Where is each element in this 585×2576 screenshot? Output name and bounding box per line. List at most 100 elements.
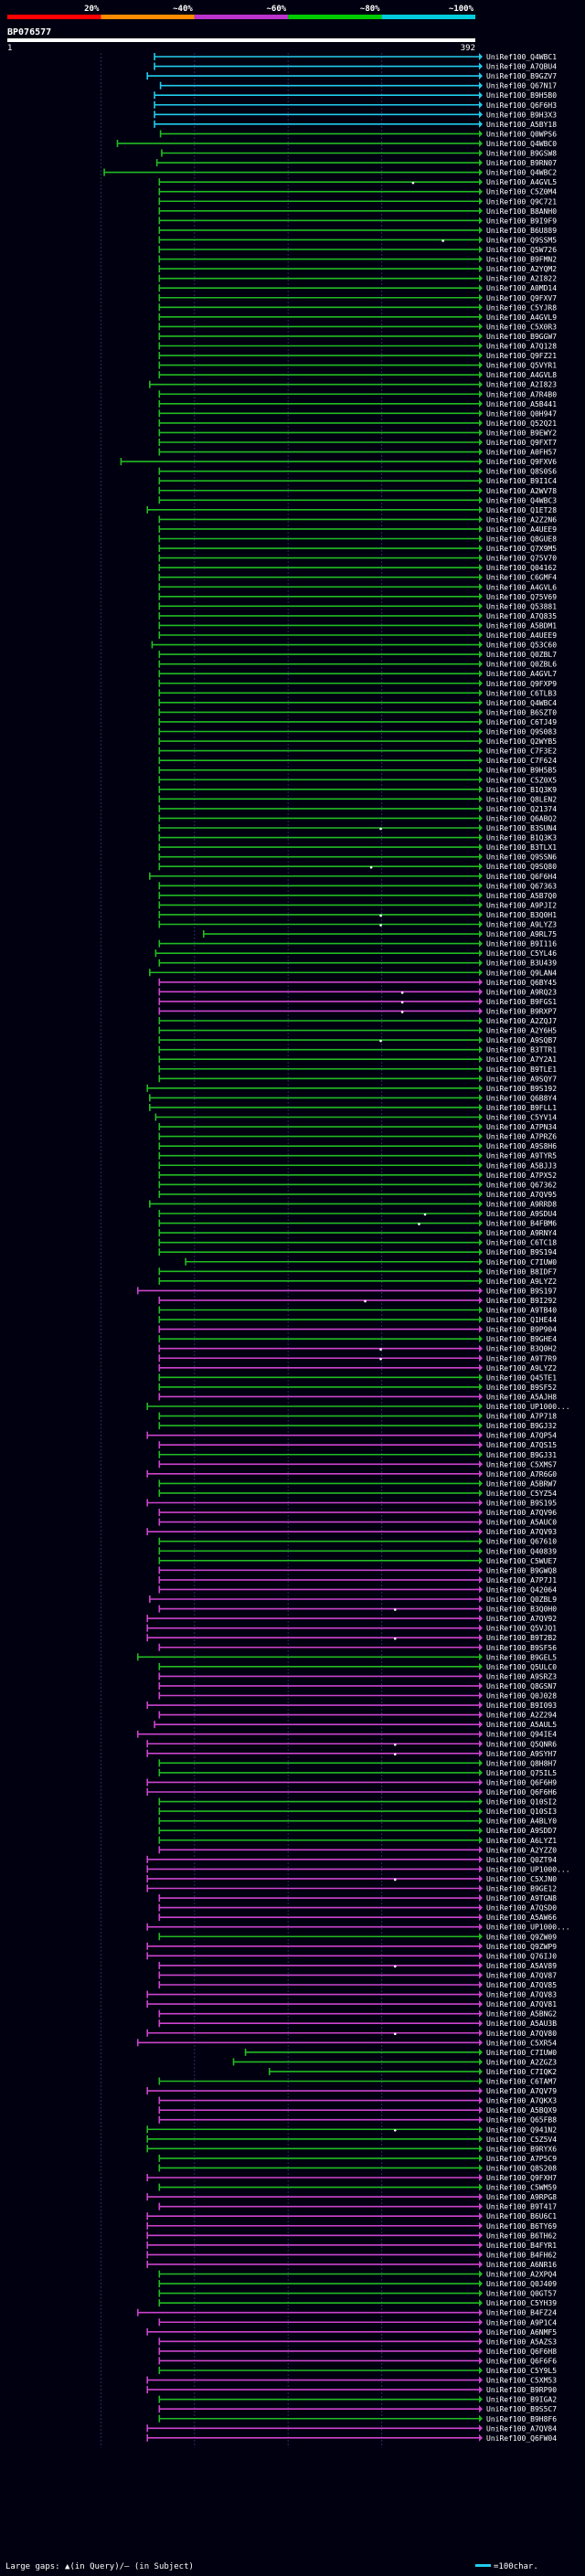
hit-id-label[interactable]: UniRef100_C7IUW0 xyxy=(486,2049,557,2057)
hit-row[interactable]: UniRef100_A7PRZ6 xyxy=(158,1132,557,1141)
hit-row[interactable]: UniRef100_Q6F6H3 xyxy=(154,101,557,110)
hit-row[interactable]: UniRef100_B9IGA2 xyxy=(158,2395,557,2404)
hit-id-label[interactable]: UniRef100_B9FMN2 xyxy=(486,256,557,264)
hit-id-label[interactable]: UniRef100_A7Q128 xyxy=(486,343,557,351)
hit-id-label[interactable]: UniRef100_A6LYZ1 xyxy=(486,1837,557,1845)
hit-id-label[interactable]: UniRef100_Q75IL5 xyxy=(486,1769,557,1777)
hit-id-label[interactable]: UniRef100_B9I093 xyxy=(486,1701,557,1710)
hit-row[interactable]: UniRef100_A2YQM2 xyxy=(158,265,557,273)
hit-id-label[interactable]: UniRef100_UP1000... xyxy=(486,1924,570,1932)
hit-row[interactable]: UniRef100_Q5W726 xyxy=(158,246,557,254)
hit-row[interactable]: UniRef100_C6TLB3 xyxy=(158,689,557,697)
hit-id-label[interactable]: UniRef100_B9RXP7 xyxy=(486,1007,557,1015)
hit-row[interactable]: UniRef100_B3Q0H2 xyxy=(158,1344,557,1353)
hit-id-label[interactable]: UniRef100_A9P1C4 xyxy=(486,2318,557,2327)
hit-row[interactable]: UniRef100_Q10SI2 xyxy=(158,1797,557,1807)
hit-row[interactable]: UniRef100_A9SDD7 xyxy=(158,1827,557,1835)
hit-row[interactable]: UniRef100_Q6ABQ2 xyxy=(158,814,557,822)
hit-id-label[interactable]: UniRef100_Q9SSM5 xyxy=(486,236,557,244)
hit-id-label[interactable]: UniRef100_A7QS15 xyxy=(486,1441,557,1449)
hit-id-label[interactable]: UniRef100_B9GJ31 xyxy=(486,1451,557,1459)
hit-id-label[interactable]: UniRef100_A9RRD8 xyxy=(486,1200,557,1208)
hit-id-label[interactable]: UniRef100_A5B441 xyxy=(486,400,557,408)
hit-row[interactable]: UniRef100_C5XM53 xyxy=(146,2376,557,2385)
hit-id-label[interactable]: UniRef100_Q52Q21 xyxy=(486,419,557,428)
hit-row[interactable]: UniRef100_A9TB40 xyxy=(158,1306,557,1315)
hit-id-label[interactable]: UniRef100_B3Q0H0 xyxy=(486,1606,557,1614)
hit-id-label[interactable]: UniRef100_A7QV83 xyxy=(486,1991,557,1999)
hit-id-label[interactable]: UniRef100_A9SYH7 xyxy=(486,1750,557,1758)
hit-row[interactable]: UniRef100_A7QSD0 xyxy=(158,1903,557,1913)
hit-row[interactable]: UniRef100_Q9LAN4 xyxy=(149,969,557,977)
hit-id-label[interactable]: UniRef100_Q8S0S6 xyxy=(486,468,557,476)
hit-row[interactable]: UniRef100_B6TH62 xyxy=(146,2231,557,2240)
hit-row[interactable]: UniRef100_C5X0R3 xyxy=(158,323,557,331)
hit-row[interactable]: UniRef100_A5AV89 xyxy=(158,1961,557,1970)
hit-id-label[interactable]: UniRef100_B9SF56 xyxy=(486,1644,557,1652)
hit-row[interactable]: UniRef100_UP1000... xyxy=(146,1865,570,1873)
hit-id-label[interactable]: UniRef100_B9H5B0 xyxy=(486,91,557,100)
hit-row[interactable]: UniRef100_Q9FXV7 xyxy=(158,293,557,302)
hit-id-label[interactable]: UniRef100_A4GVL8 xyxy=(486,371,557,379)
hit-id-label[interactable]: UniRef100_C5WM59 xyxy=(486,2184,557,2192)
hit-id-label[interactable]: UniRef100_A7QV96 xyxy=(486,1509,557,1517)
hit-id-label[interactable]: UniRef100_A5AV89 xyxy=(486,1962,557,1970)
hit-id-label[interactable]: UniRef100_Q6B8Y4 xyxy=(486,1094,557,1102)
hit-id-label[interactable]: UniRef100_B9FLL1 xyxy=(486,1104,557,1112)
hit-id-label[interactable]: UniRef100_A9TGN8 xyxy=(486,1894,557,1903)
hit-row[interactable]: UniRef100_A2WV78 xyxy=(158,486,557,495)
hit-row[interactable]: UniRef100_B9S194 xyxy=(158,1248,557,1256)
hit-id-label[interactable]: UniRef100_Q76IJ0 xyxy=(486,1952,557,1960)
hit-row[interactable]: UniRef100_Q53881 xyxy=(158,602,557,610)
hit-row[interactable]: UniRef100_B9GWQ8 xyxy=(158,1566,557,1574)
hit-id-label[interactable]: UniRef100_Q9FXV6 xyxy=(486,458,557,466)
hit-id-label[interactable]: UniRef100_A4GVL7 xyxy=(486,670,557,678)
hit-row[interactable]: UniRef100_Q0ZBL6 xyxy=(158,660,557,669)
hit-id-label[interactable]: UniRef100_A2XPQ4 xyxy=(486,2271,557,2279)
hit-id-label[interactable]: UniRef100_A4UEE9 xyxy=(486,631,557,640)
hit-id-label[interactable]: UniRef100_A5BRW7 xyxy=(486,1479,557,1488)
hit-row[interactable]: UniRef100_B9S5C7 xyxy=(158,2405,557,2413)
hit-id-label[interactable]: UniRef100_B9I1C4 xyxy=(486,477,557,485)
hit-id-label[interactable]: UniRef100_A2WV78 xyxy=(486,487,557,495)
hit-id-label[interactable]: UniRef100_A7PN34 xyxy=(486,1123,557,1131)
hit-row[interactable]: UniRef100_A4GVL5 xyxy=(158,178,557,186)
hit-row[interactable]: UniRef100_Q53C60 xyxy=(151,641,557,650)
hit-id-label[interactable]: UniRef100_A0FH57 xyxy=(486,449,557,457)
hit-row[interactable]: UniRef100_B9H5B5 xyxy=(158,766,557,775)
hit-id-label[interactable]: UniRef100_B9GWQ8 xyxy=(486,1566,557,1574)
hit-id-label[interactable]: UniRef100_C7F624 xyxy=(486,757,557,765)
hit-id-label[interactable]: UniRef100_Q1HE44 xyxy=(486,1316,557,1324)
hit-id-label[interactable]: UniRef100_A7P5C9 xyxy=(486,2155,557,2163)
hit-id-label[interactable]: UniRef100_Q6BY45 xyxy=(486,979,557,987)
hit-row[interactable]: UniRef100_A9LYZ2 xyxy=(158,1277,557,1286)
hit-row[interactable]: UniRef100_A2ZGZ3 xyxy=(232,2058,557,2066)
hit-row[interactable]: UniRef100_B9I116 xyxy=(158,939,557,949)
hit-id-label[interactable]: UniRef100_B1Q3K3 xyxy=(486,834,557,843)
hit-row[interactable]: UniRef100_C5YV14 xyxy=(154,1113,557,1122)
hit-row[interactable]: UniRef100_Q9SQ80 xyxy=(158,863,557,871)
hit-row[interactable]: UniRef100_A4GVL6 xyxy=(158,583,557,591)
hit-row[interactable]: UniRef100_A5BQX9 xyxy=(158,2106,557,2115)
hit-id-label[interactable]: UniRef100_Q6F6H4 xyxy=(486,873,557,881)
hit-id-label[interactable]: UniRef100_Q9ZWP9 xyxy=(486,1943,557,1951)
hit-id-label[interactable]: UniRef100_Q9FXT7 xyxy=(486,439,557,447)
hit-row[interactable]: UniRef100_Q941N2 xyxy=(146,2125,557,2134)
hit-row[interactable]: UniRef100_B9GJ32 xyxy=(158,1422,557,1430)
hit-row[interactable]: UniRef100_A7QV84 xyxy=(146,2424,557,2433)
hit-id-label[interactable]: UniRef100_A2Y6H5 xyxy=(486,1027,557,1035)
hit-row[interactable]: UniRef100_A9LYZ2 xyxy=(158,1363,557,1373)
hit-row[interactable]: UniRef100_A7QV87 xyxy=(158,1971,557,1979)
hit-id-label[interactable]: UniRef100_A9SQY7 xyxy=(486,1075,557,1083)
hit-id-label[interactable]: UniRef100_Q0ZBL6 xyxy=(486,661,557,669)
hit-id-label[interactable]: UniRef100_C5YH39 xyxy=(486,2299,557,2307)
hit-row[interactable]: UniRef100_A9S8H6 xyxy=(158,1142,557,1150)
hit-row[interactable]: UniRef100_Q75V69 xyxy=(158,592,557,601)
hit-row[interactable]: UniRef100_C5Z5V4 xyxy=(146,2135,557,2144)
hit-id-label[interactable]: UniRef100_A2Z2N6 xyxy=(486,515,557,524)
hit-id-label[interactable]: UniRef100_A4GVL6 xyxy=(486,583,557,591)
hit-id-label[interactable]: UniRef100_B9S195 xyxy=(486,1500,557,1508)
hit-id-label[interactable]: UniRef100_C7IQK2 xyxy=(486,2068,557,2076)
hit-row[interactable]: UniRef100_C5Z0X5 xyxy=(158,776,557,784)
hit-id-label[interactable]: UniRef100_A5AUL5 xyxy=(486,1721,557,1729)
